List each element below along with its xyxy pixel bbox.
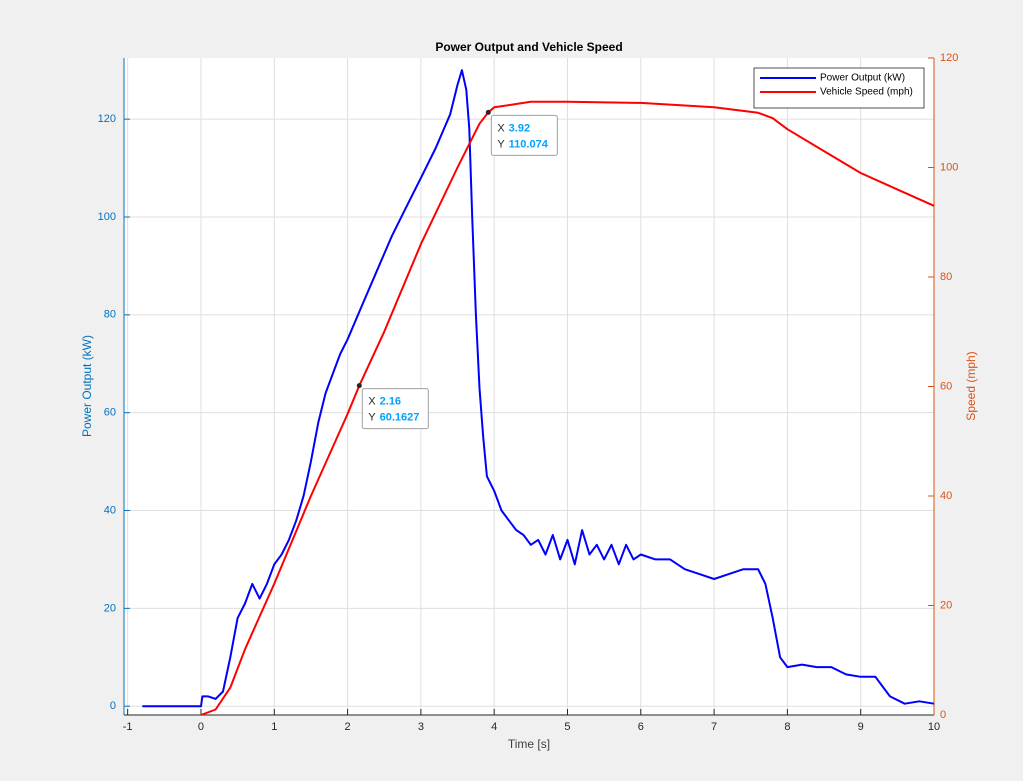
datatip-value: 60.1627 bbox=[380, 412, 420, 424]
datatip-text: Y 60.1627 bbox=[368, 412, 419, 424]
plot-area bbox=[124, 58, 934, 715]
y2-tick-label: 60 bbox=[940, 380, 952, 392]
y2-axis-label: Speed (mph) bbox=[964, 351, 978, 420]
x-tick-label: 10 bbox=[928, 721, 940, 733]
datatip-label: X bbox=[497, 122, 505, 134]
y2-tick-label: 20 bbox=[940, 599, 952, 611]
x-tick-label: 4 bbox=[491, 721, 497, 733]
y2-tick-label: 80 bbox=[940, 271, 952, 283]
y2-tick-label: 100 bbox=[940, 161, 958, 173]
x-tick-label: 8 bbox=[784, 721, 790, 733]
datatip-label: Y bbox=[368, 412, 376, 424]
series-line bbox=[142, 69, 935, 708]
x-tick-label: 2 bbox=[345, 721, 351, 733]
y-tick-label: 100 bbox=[98, 211, 116, 223]
y2-tick-label: 120 bbox=[940, 52, 958, 64]
y-tick-label: 120 bbox=[98, 113, 116, 125]
y-tick-label: 40 bbox=[104, 504, 116, 516]
legend-box bbox=[753, 67, 925, 109]
x-tick-label: 7 bbox=[711, 721, 717, 733]
series-line bbox=[200, 100, 935, 716]
y-axis-label: Power Output (kW) bbox=[80, 335, 94, 437]
chart-title: Power Output and Vehicle Speed bbox=[435, 40, 622, 54]
y-tick-label: 60 bbox=[104, 407, 116, 419]
y-tick-label: 0 bbox=[110, 700, 116, 712]
legend-label: Vehicle Speed (mph) bbox=[820, 87, 913, 98]
datatip-label: X bbox=[368, 396, 376, 408]
datatip-text: X 3.92 bbox=[497, 122, 530, 134]
datatip-text: Y 110.074 bbox=[497, 138, 548, 150]
y-tick-label: 20 bbox=[104, 602, 116, 614]
x-axis-label: Time [s] bbox=[508, 737, 550, 751]
x-tick-label: -1 bbox=[123, 721, 133, 733]
legend-label: Power Output (kW) bbox=[820, 73, 905, 84]
x-tick-label: 0 bbox=[198, 721, 204, 733]
y-tick-label: 80 bbox=[104, 309, 116, 321]
datatip-value: 3.92 bbox=[509, 122, 530, 134]
datatip-box bbox=[361, 388, 429, 430]
datatip-label: Y bbox=[497, 138, 505, 150]
x-tick-label: 1 bbox=[271, 721, 277, 733]
x-tick-label: 5 bbox=[564, 721, 570, 733]
datatip-box bbox=[490, 114, 558, 156]
datatip-value: 2.16 bbox=[380, 396, 401, 408]
y2-tick-label: 0 bbox=[940, 709, 946, 721]
datatip-text: X 2.16 bbox=[368, 396, 401, 408]
datatip-point bbox=[485, 109, 491, 115]
x-tick-label: 9 bbox=[858, 721, 864, 733]
datatip-point bbox=[356, 383, 362, 389]
x-tick-label: 3 bbox=[418, 721, 424, 733]
x-tick-label: 6 bbox=[638, 721, 644, 733]
datatip-value: 110.074 bbox=[509, 138, 549, 150]
y2-tick-label: 40 bbox=[940, 490, 952, 502]
